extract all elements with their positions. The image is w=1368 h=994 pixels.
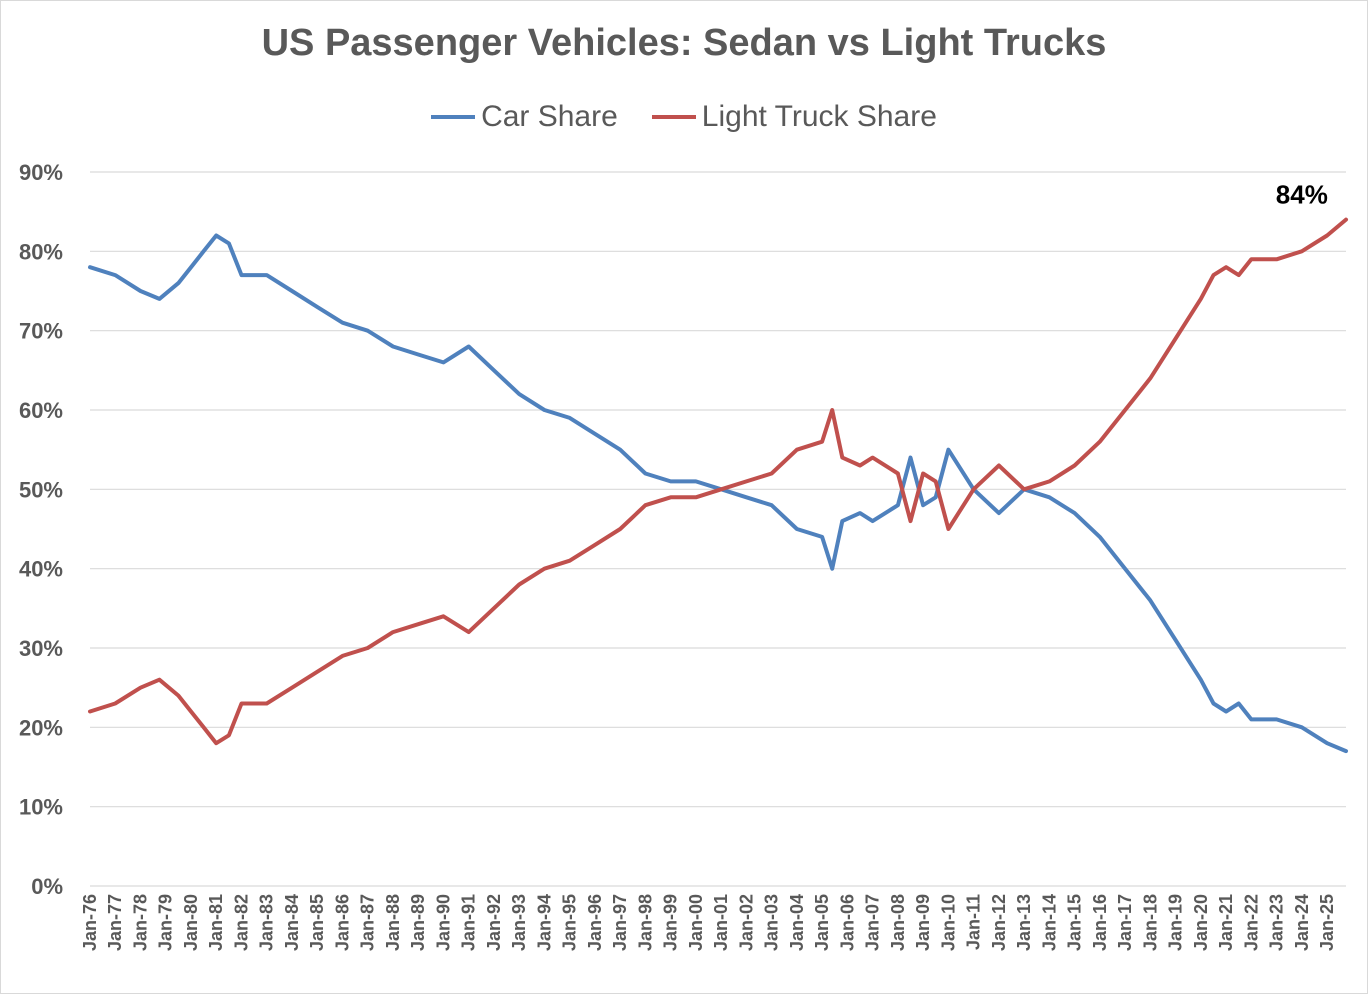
x-tick-label: Jan-83 bbox=[257, 894, 277, 951]
x-tick-label: Jan-80 bbox=[181, 894, 201, 951]
y-tick-label: 90% bbox=[19, 160, 63, 185]
x-axis-ticks: Jan-76 Jan-77 Jan-78 Jan-79 Jan-80 Jan-81 Jan-… bbox=[80, 894, 1337, 951]
x-tick-label: Jan-90 bbox=[433, 894, 453, 951]
y-tick-label: 10% bbox=[19, 795, 63, 820]
x-tick-label: Jan-22 bbox=[1241, 894, 1261, 951]
x-tick-label: Jan-94 bbox=[534, 894, 554, 951]
y-tick-label: 70% bbox=[19, 319, 63, 344]
x-tick-label: Jan-19 bbox=[1166, 894, 1186, 951]
x-tick-label: Jan-15 bbox=[1065, 894, 1085, 951]
y-tick-label: 80% bbox=[19, 239, 63, 264]
chart-legend: Car Share Light Truck Share bbox=[0, 100, 1368, 134]
x-tick-label: Jan-20 bbox=[1191, 894, 1211, 951]
annotations: 84% bbox=[1276, 180, 1328, 210]
x-tick-label: Jan-16 bbox=[1090, 894, 1110, 951]
chart-title: US Passenger Vehicles: Sedan vs Light Tr… bbox=[261, 22, 1107, 64]
legend-swatch-car-share bbox=[431, 115, 476, 119]
x-tick-label: Jan-09 bbox=[913, 894, 933, 951]
x-tick-label: Jan-12 bbox=[989, 894, 1009, 951]
x-tick-label: Jan-77 bbox=[105, 894, 125, 951]
x-tick-label: Jan-87 bbox=[358, 894, 378, 951]
x-tick-label: Jan-95 bbox=[560, 894, 580, 951]
y-tick-label: 20% bbox=[19, 715, 63, 740]
x-tick-label: Jan-78 bbox=[130, 894, 150, 951]
x-tick-label: Jan-02 bbox=[736, 894, 756, 951]
x-tick-label: Jan-07 bbox=[863, 894, 883, 951]
x-tick-label: Jan-18 bbox=[1140, 894, 1160, 951]
x-tick-label: Jan-82 bbox=[231, 894, 251, 951]
x-tick-label: Jan-00 bbox=[686, 894, 706, 951]
x-tick-label: Jan-84 bbox=[282, 894, 302, 951]
x-tick-label: Jan-79 bbox=[156, 894, 176, 951]
x-tick-label: Jan-91 bbox=[459, 894, 479, 951]
x-tick-label: Jan-86 bbox=[332, 894, 352, 951]
x-tick-label: Jan-10 bbox=[938, 894, 958, 951]
x-tick-label: Jan-98 bbox=[635, 894, 655, 951]
x-tick-label: Jan-89 bbox=[408, 894, 428, 951]
x-tick-label: Jan-17 bbox=[1115, 894, 1135, 951]
x-tick-label: Jan-01 bbox=[711, 894, 731, 951]
legend-label-light-truck-share: Light Truck Share bbox=[701, 100, 937, 133]
x-tick-label: Jan-76 bbox=[80, 894, 100, 951]
series-lines bbox=[88, 217, 1348, 754]
y-tick-label: 30% bbox=[19, 636, 63, 661]
x-tick-label: Jan-25 bbox=[1317, 894, 1337, 951]
y-tick-label: 40% bbox=[19, 557, 63, 582]
series-line-0 bbox=[88, 233, 1348, 754]
x-tick-label: Jan-08 bbox=[888, 894, 908, 951]
x-tick-label: Jan-21 bbox=[1216, 894, 1236, 951]
x-tick-label: Jan-99 bbox=[661, 894, 681, 951]
x-tick-label: Jan-14 bbox=[1039, 894, 1059, 951]
series-line-1 bbox=[88, 217, 1348, 746]
x-tick-label: Jan-23 bbox=[1267, 894, 1287, 951]
x-tick-label: Jan-24 bbox=[1292, 894, 1312, 951]
legend-item-light-truck-share: Light Truck Share bbox=[651, 100, 937, 134]
y-tick-label: 60% bbox=[19, 398, 63, 423]
legend-item-car-share: Car Share bbox=[431, 100, 618, 134]
x-tick-label: Jan-11 bbox=[964, 894, 984, 950]
x-tick-label: Jan-06 bbox=[837, 894, 857, 951]
annotation-label: 84% bbox=[1276, 180, 1328, 210]
x-tick-label: Jan-97 bbox=[610, 894, 630, 951]
x-tick-label: Jan-85 bbox=[307, 894, 327, 951]
legend-label-car-share: Car Share bbox=[481, 100, 618, 133]
x-tick-label: Jan-03 bbox=[762, 894, 782, 951]
x-tick-label: Jan-13 bbox=[1014, 894, 1034, 951]
grid-lines bbox=[90, 171, 1346, 887]
legend-swatch-light-truck-share bbox=[651, 115, 696, 119]
x-tick-label: Jan-96 bbox=[585, 894, 605, 951]
x-tick-label: Jan-88 bbox=[383, 894, 403, 951]
x-tick-label: Jan-93 bbox=[509, 894, 529, 951]
y-tick-label: 0% bbox=[31, 874, 63, 899]
x-tick-label: Jan-04 bbox=[787, 894, 807, 951]
x-tick-label: Jan-05 bbox=[812, 894, 832, 951]
y-tick-label: 50% bbox=[19, 477, 63, 502]
x-tick-label: Jan-92 bbox=[484, 894, 504, 951]
x-tick-label: Jan-81 bbox=[206, 894, 226, 951]
y-axis-ticks: 0% 10% 20% 30% 40% 50% 60% 70% 80% 90% bbox=[19, 160, 63, 899]
